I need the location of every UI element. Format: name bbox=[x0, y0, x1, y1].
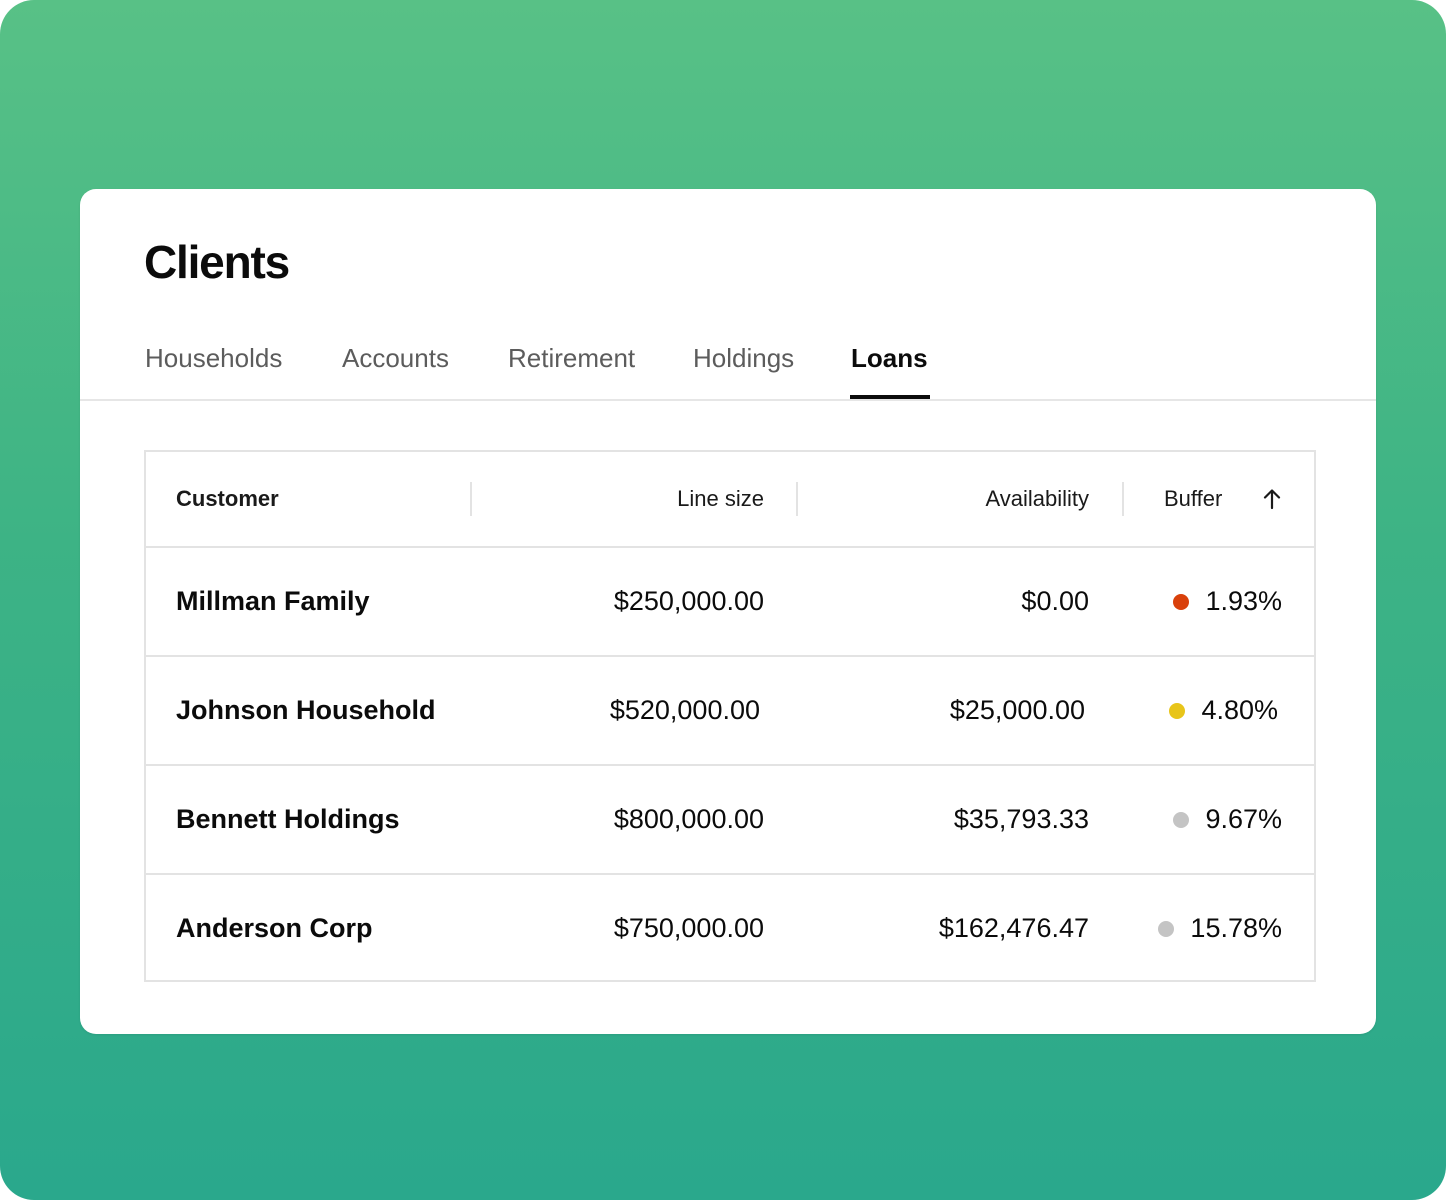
table-row[interactable]: Bennett Holdings $800,000.00 $35,793.33 … bbox=[146, 766, 1314, 875]
arrow-up-icon[interactable] bbox=[1260, 487, 1284, 511]
clients-card: Clients Households Accounts Retirement H… bbox=[80, 189, 1376, 1034]
column-header-line-size[interactable]: Line size bbox=[677, 486, 764, 511]
table-row[interactable]: Anderson Corp $750,000.00 $162,476.47 15… bbox=[146, 875, 1314, 982]
line-size-value: $800,000.00 bbox=[613, 804, 764, 834]
column-divider bbox=[470, 482, 472, 516]
page-title: Clients bbox=[144, 236, 290, 288]
status-dot-icon bbox=[1158, 920, 1175, 937]
buffer-value: 15.78% bbox=[1190, 913, 1282, 943]
table-header: Customer Line size Availability Buffer bbox=[146, 452, 1314, 548]
tab-retirement[interactable]: Retirement bbox=[508, 343, 636, 373]
customer-name: Bennett Holdings bbox=[176, 804, 400, 834]
availability-value: $162,476.47 bbox=[938, 913, 1089, 943]
customer-name: Millman Family bbox=[176, 586, 370, 616]
availability-value: $0.00 bbox=[1021, 586, 1089, 616]
buffer-value: 9.67% bbox=[1205, 804, 1282, 834]
table-row[interactable]: Millman Family $250,000.00 $0.00 1.93% bbox=[146, 548, 1314, 657]
buffer-value: 1.93% bbox=[1205, 586, 1282, 616]
line-size-value: $520,000.00 bbox=[609, 695, 760, 725]
loans-table: Customer Line size Availability Buffer M… bbox=[144, 450, 1316, 982]
availability-value: $35,793.33 bbox=[953, 804, 1089, 834]
buffer-cell: 15.78% bbox=[1136, 875, 1282, 982]
column-header-buffer[interactable]: Buffer bbox=[1164, 486, 1223, 511]
availability-value: $25,000.00 bbox=[949, 695, 1085, 725]
status-dot-icon bbox=[1173, 811, 1190, 828]
tab-bar: Households Accounts Retirement Holdings … bbox=[80, 319, 1376, 401]
column-header-availability[interactable]: Availability bbox=[985, 486, 1089, 511]
tab-accounts[interactable]: Accounts bbox=[342, 343, 449, 373]
line-size-value: $250,000.00 bbox=[613, 586, 764, 616]
status-dot-icon bbox=[1173, 593, 1190, 610]
tab-holdings[interactable]: Holdings bbox=[693, 343, 795, 373]
buffer-cell: 1.93% bbox=[1136, 548, 1282, 655]
tab-households[interactable]: Households bbox=[145, 343, 283, 373]
buffer-value: 4.80% bbox=[1201, 695, 1278, 725]
customer-name: Johnson Household bbox=[176, 695, 436, 725]
column-header-customer[interactable]: Customer bbox=[176, 486, 279, 511]
active-tab-indicator bbox=[850, 395, 930, 399]
buffer-cell: 4.80% bbox=[1132, 657, 1278, 764]
column-divider bbox=[796, 482, 798, 516]
table-row[interactable]: Johnson Household $520,000.00 $25,000.00… bbox=[146, 657, 1314, 766]
customer-name: Anderson Corp bbox=[176, 913, 373, 943]
column-divider bbox=[1122, 482, 1124, 516]
buffer-cell: 9.67% bbox=[1136, 766, 1282, 873]
tab-loans[interactable]: Loans bbox=[851, 343, 928, 373]
line-size-value: $750,000.00 bbox=[613, 913, 764, 943]
status-dot-icon bbox=[1169, 702, 1186, 719]
